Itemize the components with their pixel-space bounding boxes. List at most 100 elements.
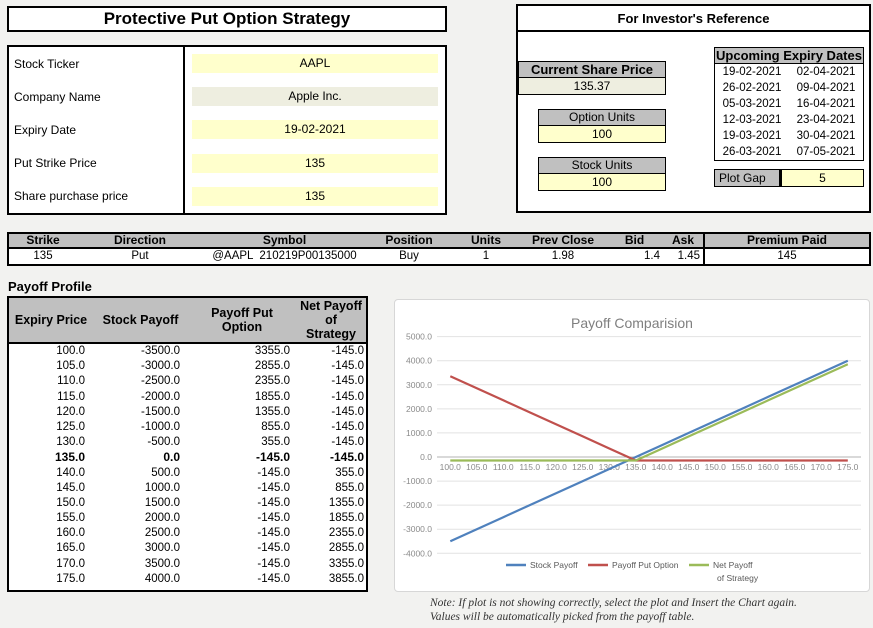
payoff-cell: 145.0 (56, 481, 85, 494)
payoff-cell: 1500.0 (144, 496, 180, 509)
payoff-cell: 2355.0 (254, 375, 290, 388)
field-value-cell[interactable]: AAPL (192, 54, 438, 74)
x-axis-tick-label: 120.0 (546, 462, 568, 472)
payoff-cell: -1000.0 (140, 420, 180, 433)
position-header-cell: Premium Paid (703, 234, 869, 249)
payoff-header-cell: Payoff Put Option (211, 306, 273, 334)
payoff-cell: 500.0 (151, 466, 180, 479)
x-axis-tick-label: 110.0 (493, 462, 514, 472)
payoff-cell: 100.0 (56, 345, 85, 357)
expiry-date-cell: 19-02-2021 (722, 66, 782, 78)
position-value-cell: 145 (703, 249, 869, 264)
payoff-cell: 2855.0 (328, 542, 364, 555)
payoff-chart-svg: Payoff Comparision 5000.0 4000.0 3000.0 2000… (403, 315, 861, 583)
field-value-cell[interactable]: 135 (192, 153, 438, 173)
x-axis-tick-label: 155.0 (731, 462, 753, 472)
position-header-cell: Direction (77, 234, 203, 249)
x-axis-tick-label: 115.0 (519, 462, 540, 472)
y-axis-tick-label: -1000.0 (403, 476, 432, 486)
position-value-cell: Buy (399, 250, 419, 262)
payoff-profile-title: Payoff Profile (8, 279, 92, 294)
payoff-cell: 1855.0 (254, 390, 290, 403)
payoff-cell: -145.0 (331, 375, 364, 388)
y-axis-tick-label: 5000.0 (406, 332, 432, 342)
payoff-cell: 4000.0 (144, 572, 180, 585)
field-row: Share purchase price 135 (9, 180, 445, 213)
chart-title: Payoff Comparision (571, 315, 693, 331)
payoff-header-cell: Net Payoff of Strategy (300, 299, 362, 341)
payoff-cell: 170.0 (56, 557, 85, 570)
payoff-cell: 3000.0 (144, 542, 180, 555)
expiry-date-cell: 12-03-2021 (722, 114, 782, 126)
payoff-table-header: Expiry Price Stock Payoff Payoff Put Optio… (9, 298, 366, 344)
payoff-cell: 2500.0 (144, 527, 180, 540)
expiry-date-cell: 02-04-2021 (796, 66, 856, 78)
payoff-cell: 175.0 (56, 572, 85, 585)
payoff-cell: 150.0 (56, 496, 85, 509)
x-axis-tick-label: 130.0 (599, 462, 621, 472)
plot-gap-value[interactable]: 5 (780, 169, 864, 187)
note-line-2: Values will be automatically picked from… (430, 611, 695, 623)
field-value-cell[interactable]: 19-02-2021 (192, 120, 438, 140)
expiry-date-cell: 05-03-2021 (722, 98, 782, 110)
payoff-cell: 130.0 (56, 436, 85, 449)
payoff-cell: -145.0 (257, 557, 290, 570)
payoff-cell: -3500.0 (140, 345, 180, 357)
payoff-cell: 2855.0 (254, 360, 290, 373)
payoff-profile-table: Expiry Price Stock Payoff Payoff Put Optio… (7, 296, 368, 592)
payoff-cell: 3855.0 (328, 572, 364, 585)
payoff-cell: 2000.0 (144, 512, 180, 525)
payoff-cell: -500.0 (147, 436, 180, 449)
stock-units-box: Stock Units 100 (538, 157, 666, 191)
option-units-box: Option Units 100 (538, 109, 666, 143)
field-label: Share purchase price (14, 189, 129, 204)
payoff-cell: -145.0 (257, 496, 290, 509)
series-line-0 (449, 359, 849, 543)
position-value-cell: 135 (33, 250, 53, 262)
y-axis-tick-label: -2000.0 (403, 500, 432, 510)
payoff-cell: 135.0 (54, 450, 85, 465)
payoff-cell: 1355.0 (328, 496, 364, 509)
expiry-date-cell: 26-02-2021 (722, 82, 782, 94)
current-share-price-box: Current Share Price 135.37 (518, 61, 666, 95)
y-axis-tick-label: 3000.0 (406, 380, 432, 390)
payoff-cell: 0.0 (163, 450, 180, 465)
expiry-date-cell: 09-04-2021 (796, 82, 856, 94)
field-label: Company Name (14, 89, 101, 104)
y-axis-tick-label: -3000.0 (403, 524, 432, 534)
payoff-cell: -2500.0 (140, 375, 180, 388)
position-header-cell: Bid (606, 234, 663, 249)
x-axis-tick-label: 135.0 (625, 462, 647, 472)
payoff-cell: -145.0 (257, 512, 290, 525)
payoff-cell: -145.0 (331, 405, 364, 418)
payoff-cell: 355.0 (261, 436, 290, 449)
payoff-cell: -145.0 (257, 466, 290, 479)
x-axis-tick-label: 145.0 (678, 462, 700, 472)
stock-units-value[interactable]: 100 (538, 174, 666, 191)
payoff-cell: 2355.0 (328, 527, 364, 540)
payoff-cell: 1855.0 (328, 512, 364, 525)
payoff-cell: -145.0 (331, 436, 364, 449)
x-axis-tick-label: 100.0 (440, 462, 462, 472)
x-axis-tick-label: 160.0 (758, 462, 780, 472)
series-line-2 (450, 363, 849, 462)
payoff-cell: 355.0 (335, 466, 364, 479)
expiry-date-cell: 16-04-2021 (796, 98, 856, 110)
option-position-table: Strike Direction Symbol Position Units Prev C… (7, 232, 871, 266)
payoff-cell: -145.0 (331, 390, 364, 403)
field-value-cell[interactable]: 135 (192, 186, 438, 206)
payoff-header-cell: Expiry Price (14, 313, 88, 327)
note-text: Note: If plot is not showing correctly, … (430, 596, 797, 624)
payoff-cell: 160.0 (56, 527, 85, 540)
x-axis-tick-label: 150.0 (705, 462, 727, 472)
x-axis-tick-label: 125.0 (572, 462, 594, 472)
plot-gap-row: Plot Gap 5 (714, 169, 864, 187)
strategy-inputs-panel: Stock Ticker AAPL Company Name Apple Inc. Ex… (7, 45, 447, 215)
payoff-chart[interactable]: Payoff Comparision 5000.0 4000.0 3000.0 2000… (394, 299, 870, 592)
field-row: Stock Ticker AAPL (9, 47, 445, 80)
payoff-cell: -145.0 (257, 542, 290, 555)
y-axis-tick-label: -4000.0 (403, 548, 432, 558)
position-value-cell: 1.4 (644, 250, 660, 262)
option-units-value[interactable]: 100 (538, 126, 666, 143)
